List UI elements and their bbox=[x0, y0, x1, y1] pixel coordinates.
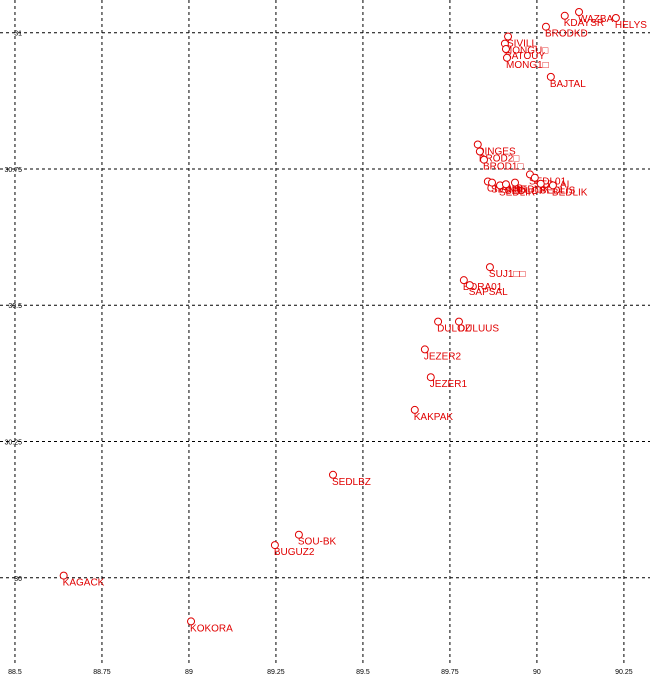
point-label: KAGACK bbox=[63, 578, 105, 589]
point bbox=[501, 45, 510, 54]
point-label: HELYS bbox=[615, 20, 647, 31]
point bbox=[270, 541, 279, 550]
point-label: SIVILL bbox=[507, 39, 537, 50]
point-label: SEDLBZ bbox=[332, 477, 371, 488]
x-tick-label: 90 bbox=[533, 669, 541, 676]
point-label: BUGUZ2 bbox=[274, 547, 315, 558]
point-label: MONG1□ bbox=[506, 60, 549, 71]
point-label: KOKORA bbox=[190, 623, 233, 634]
point bbox=[541, 22, 550, 31]
point bbox=[485, 263, 494, 272]
point-label: WAZBA bbox=[578, 14, 614, 25]
point-label: SOU-BK bbox=[298, 537, 337, 548]
point-label: SEDLIS bbox=[540, 186, 576, 197]
point-label: JEZER1 bbox=[430, 379, 468, 390]
point-label: BAJTAL bbox=[550, 79, 586, 90]
point-label: SEDLIK bbox=[514, 185, 550, 196]
point bbox=[501, 180, 510, 189]
point bbox=[459, 276, 468, 285]
x-tick-label: 89.75 bbox=[441, 669, 459, 676]
point bbox=[575, 7, 584, 16]
point bbox=[480, 155, 489, 164]
point-label: MONGU□ bbox=[504, 46, 548, 57]
point-label: SAPSAL bbox=[469, 287, 508, 298]
point-label: SEDLOP bbox=[505, 186, 546, 197]
x-tick-label: 90.25 bbox=[615, 669, 633, 676]
point-label: SEDL01 bbox=[529, 176, 567, 187]
x-tick-label: 89.25 bbox=[267, 669, 285, 676]
point bbox=[560, 11, 569, 20]
point bbox=[611, 13, 620, 22]
x-tick-label: 89 bbox=[185, 669, 193, 676]
point-label: BRODKD bbox=[545, 29, 588, 40]
point-label: SEDLIB bbox=[491, 185, 527, 196]
point bbox=[510, 178, 519, 187]
point-label: DULOZ bbox=[437, 324, 471, 335]
point bbox=[475, 147, 484, 156]
x-tick-label: 89.5 bbox=[356, 669, 370, 676]
point-label: SUJ1□□ bbox=[489, 269, 526, 280]
x-tick-label: 88.5 bbox=[8, 669, 22, 676]
point bbox=[546, 72, 555, 81]
point-label: QINGES bbox=[477, 146, 516, 157]
point bbox=[502, 53, 511, 62]
point-label: BROD1□ bbox=[483, 162, 524, 173]
point-label: KDAYSR bbox=[564, 18, 604, 29]
point-label: BROD2□ bbox=[479, 154, 519, 165]
y-tick-label: 30 bbox=[14, 576, 22, 583]
y-tick-label: 31 bbox=[14, 31, 22, 38]
point bbox=[465, 281, 474, 290]
point bbox=[329, 470, 338, 479]
point bbox=[187, 617, 196, 626]
point-label: BEDLIK bbox=[552, 187, 588, 198]
point bbox=[548, 181, 557, 190]
y-tick-label: 30.25 bbox=[4, 440, 22, 447]
x-tick-label: 88.75 bbox=[93, 669, 111, 676]
point bbox=[488, 178, 497, 187]
point bbox=[434, 317, 443, 326]
point bbox=[454, 317, 463, 326]
point-label: CHAMB bbox=[487, 184, 523, 195]
point bbox=[420, 345, 429, 354]
point bbox=[294, 530, 303, 539]
point bbox=[473, 140, 482, 149]
point bbox=[536, 179, 545, 188]
y-tick-label: 30.5 bbox=[8, 303, 22, 310]
point-label: BATOUY bbox=[505, 51, 546, 62]
point-label: DULUUS bbox=[458, 324, 499, 335]
point-label: JEZER2 bbox=[424, 351, 462, 362]
y-tick-label: 30.75 bbox=[4, 167, 22, 174]
point-label: KAKPAK bbox=[414, 412, 454, 423]
point bbox=[504, 32, 513, 41]
point-label: SEDLIR bbox=[499, 187, 535, 198]
point bbox=[410, 405, 419, 414]
point bbox=[426, 373, 435, 382]
point bbox=[59, 571, 68, 580]
point-label: BORA01 bbox=[463, 282, 503, 293]
point bbox=[530, 173, 539, 182]
